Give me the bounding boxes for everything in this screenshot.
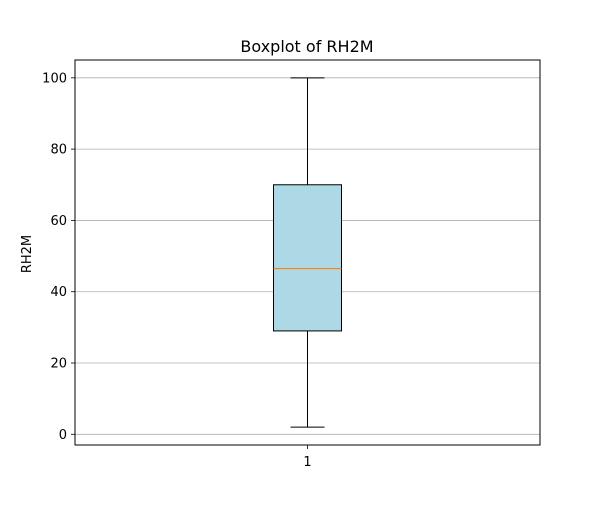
interquartile-box xyxy=(273,184,342,332)
y-tick-label: 40 xyxy=(50,285,67,300)
x-axis-ticks: 1 xyxy=(303,445,312,470)
y-axis-ticks: 0 20 40 60 80 100 xyxy=(42,71,75,443)
y-tick-label: 20 xyxy=(50,357,67,372)
y-tick-label: 0 xyxy=(59,428,67,443)
chart-title: Boxplot of RH2M xyxy=(240,37,373,56)
y-axis-label: RH2M xyxy=(20,235,35,273)
y-tick-label: 100 xyxy=(42,71,67,86)
y-tick-label: 60 xyxy=(50,214,67,229)
boxplot xyxy=(273,77,342,428)
x-tick-label: 1 xyxy=(303,455,311,470)
y-tick-label: 80 xyxy=(50,143,67,158)
